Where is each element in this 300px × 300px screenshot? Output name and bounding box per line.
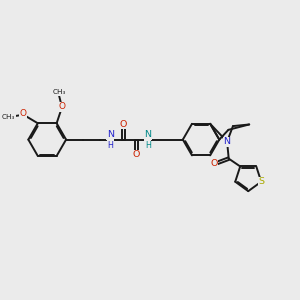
Text: O: O [58, 103, 65, 112]
Text: H: H [145, 141, 151, 150]
Text: H: H [107, 141, 113, 150]
Text: O: O [120, 120, 127, 129]
Text: O: O [210, 159, 218, 168]
Text: N: N [224, 137, 231, 146]
Text: O: O [19, 109, 26, 118]
Text: O: O [133, 150, 140, 159]
Text: N: N [144, 130, 151, 139]
Text: S: S [258, 177, 264, 186]
Text: CH₃: CH₃ [2, 114, 15, 120]
Text: N: N [107, 130, 114, 139]
Text: CH₃: CH₃ [52, 89, 66, 95]
